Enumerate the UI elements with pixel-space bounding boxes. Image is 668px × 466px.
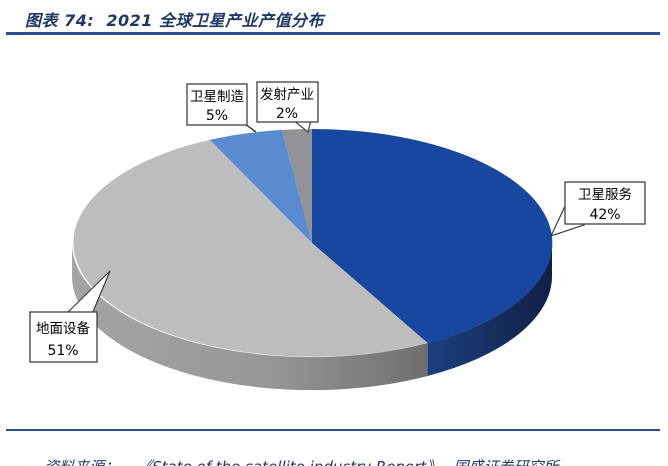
pie-side-satellite-services bbox=[427, 243, 553, 376]
source-text: 《State of the satellite industry Report》… bbox=[137, 458, 558, 466]
callout-services-label: 卫星服务 bbox=[578, 187, 632, 203]
callout-services-pct: 42% bbox=[589, 207, 620, 223]
source-line: 资料来源： 《State of the satellite industry Re… bbox=[25, 438, 558, 466]
callout-manufacturing-label: 卫星制造 bbox=[190, 89, 244, 105]
callout-launch-industry: 发射产业 2% bbox=[256, 81, 319, 123]
pie-slice-satellite-services bbox=[312, 128, 553, 343]
callout-launch-pct: 2% bbox=[276, 106, 298, 122]
callout-ground-pct: 51% bbox=[47, 343, 78, 359]
callout-manufacturing-pct: 5% bbox=[206, 108, 228, 124]
callout-satellite-manufacturing: 卫星制造 5% bbox=[186, 83, 248, 126]
callout-ground-label: 地面设备 bbox=[36, 320, 90, 337]
footer-rule bbox=[6, 429, 660, 431]
pie-side-ground-equipment bbox=[71, 243, 428, 391]
source-label: 资料来源： bbox=[44, 458, 119, 466]
callout-launch-label: 发射产业 bbox=[260, 87, 314, 103]
pie-slice-ground-equipment bbox=[73, 139, 428, 357]
callout-satellite-services: 卫星服务 42% bbox=[564, 181, 646, 225]
header-rule bbox=[6, 32, 660, 35]
pie-slice-satellite-manufacturing bbox=[209, 129, 312, 243]
figure-title: 图表 74: 2021 全球卫星产业产值分布 bbox=[25, 11, 324, 30]
pie-slice-launch-industry bbox=[281, 129, 312, 243]
callout-ground-equipment: 地面设备 51% bbox=[29, 311, 98, 363]
